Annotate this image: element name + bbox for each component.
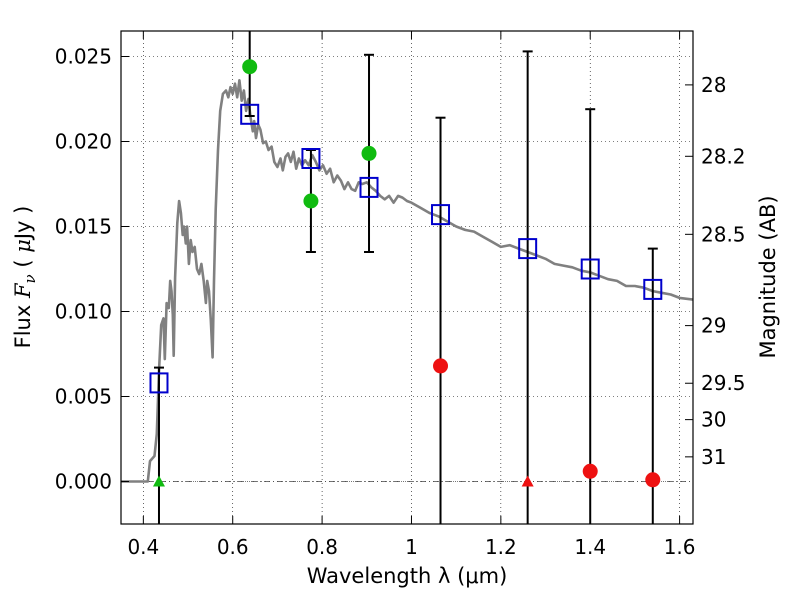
model-band-point — [580, 258, 600, 280]
x-tick-label: 1.2 — [485, 535, 517, 559]
mag-tick-label: 29.5 — [701, 371, 746, 395]
model-band-point — [301, 148, 321, 169]
plot-frame — [120, 30, 694, 525]
y2-axis-label: Magnitude (AB) — [756, 195, 780, 358]
upper-limit-marker — [521, 475, 534, 487]
y-tick-label: 0.000 — [55, 470, 112, 494]
x-tick-label: 0.8 — [306, 535, 338, 559]
model-band-point — [240, 103, 260, 125]
y-tick-label: 0.025 — [55, 45, 112, 69]
mag-tick-label: 29 — [701, 314, 726, 338]
mag-tick-label: 30 — [701, 408, 726, 432]
x-tick-label: 1.4 — [574, 535, 606, 559]
x-tick-label: 0.4 — [127, 535, 159, 559]
x-tick-label: 1.6 — [664, 535, 696, 559]
grid — [121, 31, 693, 524]
axis-ticks: 0.4 0.6 0.8 1 1.2 1.4 1.6 0.000 0.005 0.010 0.015 0… — [55, 31, 746, 559]
y-tick-label: 0.005 — [55, 385, 112, 409]
model-spectrum-line — [121, 79, 693, 483]
nondetection-point — [582, 463, 598, 479]
upper-limit-marker — [152, 475, 165, 487]
mag-tick-label: 28.5 — [701, 222, 746, 246]
mag-tick-label: 28 — [701, 73, 726, 97]
plot-data — [121, 31, 693, 524]
detection-point — [303, 193, 319, 209]
x-axis-label: Wavelength λ (μm) — [307, 564, 508, 588]
mag-tick-label: 31 — [701, 445, 726, 469]
detection-point — [361, 145, 377, 161]
model-band-point — [149, 372, 169, 394]
model-band-point — [431, 204, 451, 226]
model-band-point — [518, 238, 538, 260]
y-tick-label: 0.010 — [55, 300, 112, 324]
model-band-point — [359, 176, 379, 198]
y-axis-label: Flux Fν ( μJy ) — [11, 206, 39, 349]
model-band-point — [643, 278, 663, 300]
nondetection-point — [433, 358, 449, 374]
nondetection-point — [645, 472, 661, 488]
y-tick-label: 0.020 — [55, 130, 112, 154]
detection-point — [242, 59, 258, 75]
x-tick-label: 0.6 — [217, 535, 249, 559]
x-tick-label: 1 — [405, 535, 418, 559]
y-tick-label: 0.015 — [55, 215, 112, 239]
mag-tick-label: 28.2 — [701, 144, 746, 168]
